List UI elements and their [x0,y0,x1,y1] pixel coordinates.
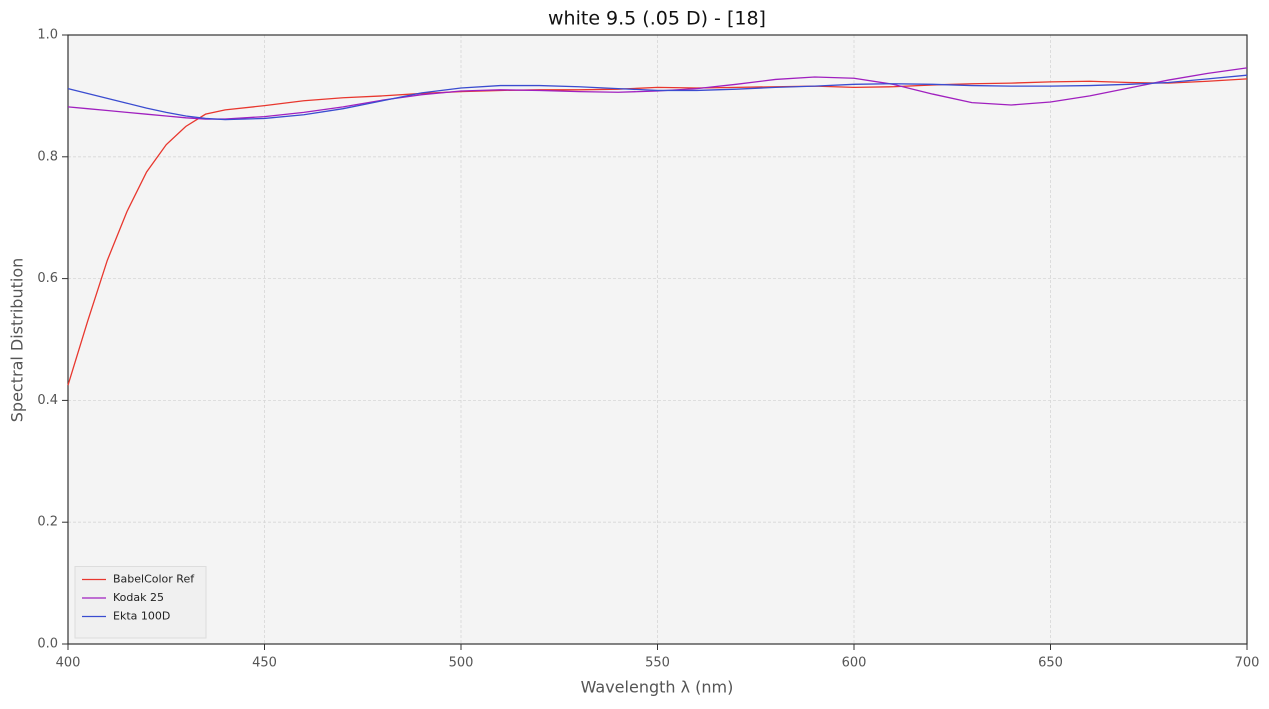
y-axis-label: Spectral Distribution [8,258,27,422]
legend-label: BabelColor Ref [113,573,195,586]
chart-title: white 9.5 (.05 D) - [18] [548,8,766,30]
x-tick-label: 450 [252,656,277,671]
x-axis-label: Wavelength λ (nm) [581,678,734,697]
x-tick-label: 650 [1038,656,1063,671]
data-line [67,78,1248,386]
y-tick-label: 0.0 [37,637,58,652]
y-tick-label: 0.2 [37,515,58,530]
y-tick-label: 1.0 [37,28,58,43]
data-line [67,67,1248,120]
x-tick-label: 400 [56,656,81,671]
y-tick-label: 0.8 [37,149,58,164]
x-tick-label: 600 [842,656,867,671]
legend-box [74,566,207,639]
y-tick-label: 0.4 [37,393,58,408]
y-tick-label: 0.6 [37,271,58,286]
x-tick-label: 700 [1235,656,1260,671]
legend-label: Kodak 25 [113,591,164,604]
legend-label: Ekta 100D [113,610,170,623]
plot-frame [67,34,1248,645]
data-line [67,74,1248,121]
x-tick-label: 500 [449,656,474,671]
x-tick-label: 550 [645,656,670,671]
